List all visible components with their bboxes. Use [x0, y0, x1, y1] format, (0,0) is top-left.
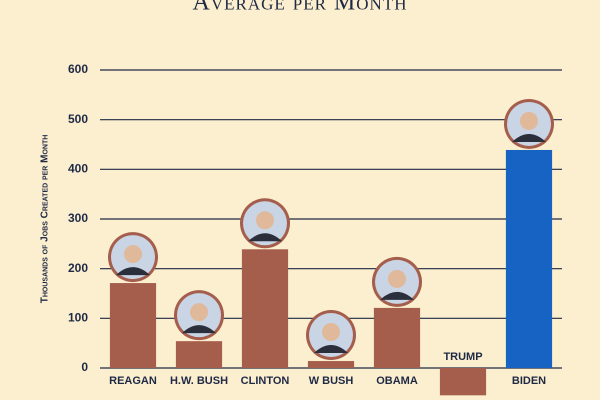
- portrait: [314, 345, 348, 354]
- chart-title: Average per Month: [192, 0, 407, 16]
- y-tick-label: 600: [68, 62, 88, 76]
- x-tick-label: H.W. Bush: [170, 375, 228, 387]
- y-tick-label: 300: [68, 211, 88, 225]
- x-tick-label: Clinton: [241, 375, 290, 387]
- bar: [373, 307, 421, 368]
- portrait: [116, 267, 150, 276]
- bar: [109, 283, 157, 368]
- bar: [307, 361, 355, 368]
- portrait: [520, 111, 538, 130]
- portrait: [256, 211, 274, 230]
- x-tick-label: Trump: [443, 351, 482, 363]
- bar: [175, 341, 223, 368]
- x-tick-label: Reagan: [109, 375, 157, 387]
- portrait: [380, 291, 414, 300]
- portrait: [512, 133, 546, 142]
- x-tick-label: W Bush: [309, 375, 354, 387]
- y-tick-label: 0: [81, 360, 88, 374]
- portrait: [124, 245, 142, 264]
- x-tick-label: Biden: [512, 375, 546, 387]
- y-axis-label: Thousands of Jobs Created per Month: [40, 135, 51, 304]
- bar: [505, 149, 553, 368]
- x-tick-label: Obama: [376, 375, 418, 387]
- portrait: [248, 233, 282, 242]
- portrait: [190, 303, 208, 322]
- bar: [439, 368, 487, 396]
- y-tick-label: 400: [68, 162, 88, 176]
- y-tick-label: 100: [68, 311, 88, 325]
- bar: [241, 249, 289, 368]
- portrait: [322, 323, 340, 342]
- portrait: [182, 325, 216, 334]
- y-tick-label: 500: [68, 112, 88, 126]
- portrait: [388, 269, 406, 288]
- y-tick-label: 200: [68, 261, 88, 275]
